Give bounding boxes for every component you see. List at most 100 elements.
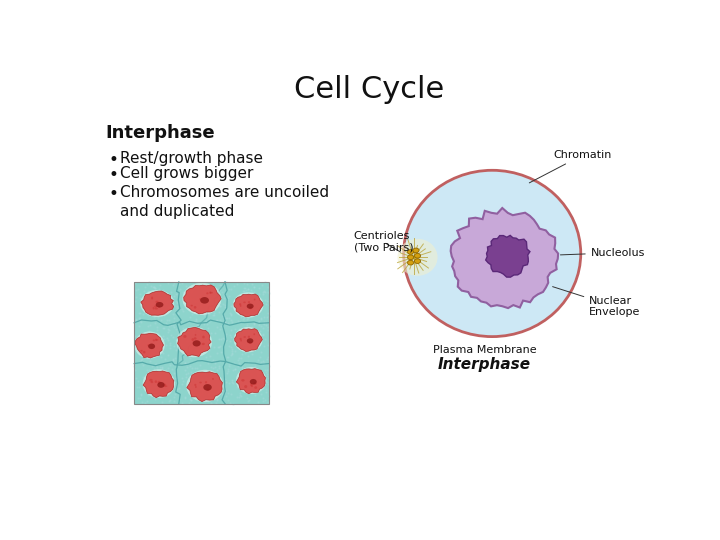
Point <box>184 313 195 321</box>
Point <box>252 397 264 406</box>
Point <box>194 333 205 342</box>
Point <box>230 305 242 313</box>
Point <box>158 295 170 304</box>
Point <box>227 345 238 353</box>
Point <box>210 357 221 366</box>
Point <box>130 317 141 326</box>
Point <box>148 374 159 382</box>
Point <box>202 376 214 385</box>
Point <box>156 316 167 325</box>
Point <box>243 300 255 308</box>
Point <box>147 372 158 381</box>
Point <box>253 284 264 293</box>
Point <box>220 392 231 401</box>
Point <box>174 285 186 293</box>
Point <box>228 305 240 313</box>
Point <box>159 374 171 382</box>
Point <box>232 279 243 288</box>
Point <box>256 296 268 305</box>
Point <box>215 315 226 324</box>
Point <box>222 353 233 361</box>
Point <box>150 293 162 302</box>
Point <box>206 329 217 338</box>
Point <box>190 301 202 310</box>
Point <box>200 393 212 402</box>
Point <box>196 370 207 379</box>
Ellipse shape <box>250 383 252 386</box>
Point <box>243 326 254 335</box>
Point <box>184 335 195 344</box>
Point <box>199 284 211 292</box>
Point <box>202 335 214 344</box>
Point <box>145 371 157 380</box>
Point <box>222 318 234 327</box>
Point <box>260 368 271 377</box>
Point <box>134 309 145 318</box>
Point <box>165 339 176 347</box>
Point <box>150 363 162 372</box>
Point <box>168 360 179 368</box>
Point <box>179 359 191 367</box>
Point <box>241 320 253 329</box>
Point <box>162 351 174 360</box>
Point <box>143 367 154 376</box>
Point <box>225 315 236 324</box>
Ellipse shape <box>397 239 438 276</box>
Point <box>141 353 153 362</box>
Point <box>193 322 204 330</box>
Point <box>215 357 226 366</box>
Point <box>258 318 270 327</box>
Point <box>240 305 252 313</box>
Point <box>143 374 154 383</box>
Point <box>181 286 193 295</box>
Point <box>246 375 257 384</box>
Point <box>194 361 206 370</box>
Point <box>220 292 231 300</box>
Point <box>181 384 193 393</box>
Point <box>152 352 163 360</box>
Point <box>233 295 245 303</box>
Point <box>171 346 182 354</box>
Point <box>140 399 151 407</box>
Point <box>151 326 163 334</box>
Point <box>139 287 150 295</box>
Point <box>168 291 179 300</box>
Point <box>261 372 273 381</box>
Point <box>224 285 235 293</box>
Point <box>251 309 263 318</box>
Point <box>145 356 156 365</box>
Point <box>189 379 201 387</box>
Point <box>161 300 172 308</box>
Point <box>161 316 173 325</box>
Point <box>226 347 238 355</box>
Point <box>226 318 238 326</box>
Point <box>179 393 191 402</box>
Point <box>226 349 238 358</box>
Point <box>253 368 264 376</box>
Point <box>241 314 253 323</box>
Point <box>176 278 188 287</box>
Point <box>170 354 181 362</box>
Point <box>263 339 274 347</box>
Point <box>194 389 206 398</box>
Point <box>171 289 182 298</box>
Point <box>243 397 254 406</box>
Point <box>130 334 142 343</box>
Point <box>204 352 216 360</box>
Point <box>225 350 237 359</box>
Point <box>174 329 185 338</box>
Point <box>213 334 225 343</box>
Point <box>154 371 166 380</box>
Ellipse shape <box>158 381 161 384</box>
Point <box>162 302 174 311</box>
Point <box>220 336 232 345</box>
Point <box>263 300 274 309</box>
Point <box>248 320 260 329</box>
Point <box>174 305 185 314</box>
Point <box>257 323 269 332</box>
Point <box>199 377 210 386</box>
Point <box>133 309 145 318</box>
Point <box>142 339 153 347</box>
Ellipse shape <box>195 386 197 388</box>
Point <box>152 313 163 321</box>
